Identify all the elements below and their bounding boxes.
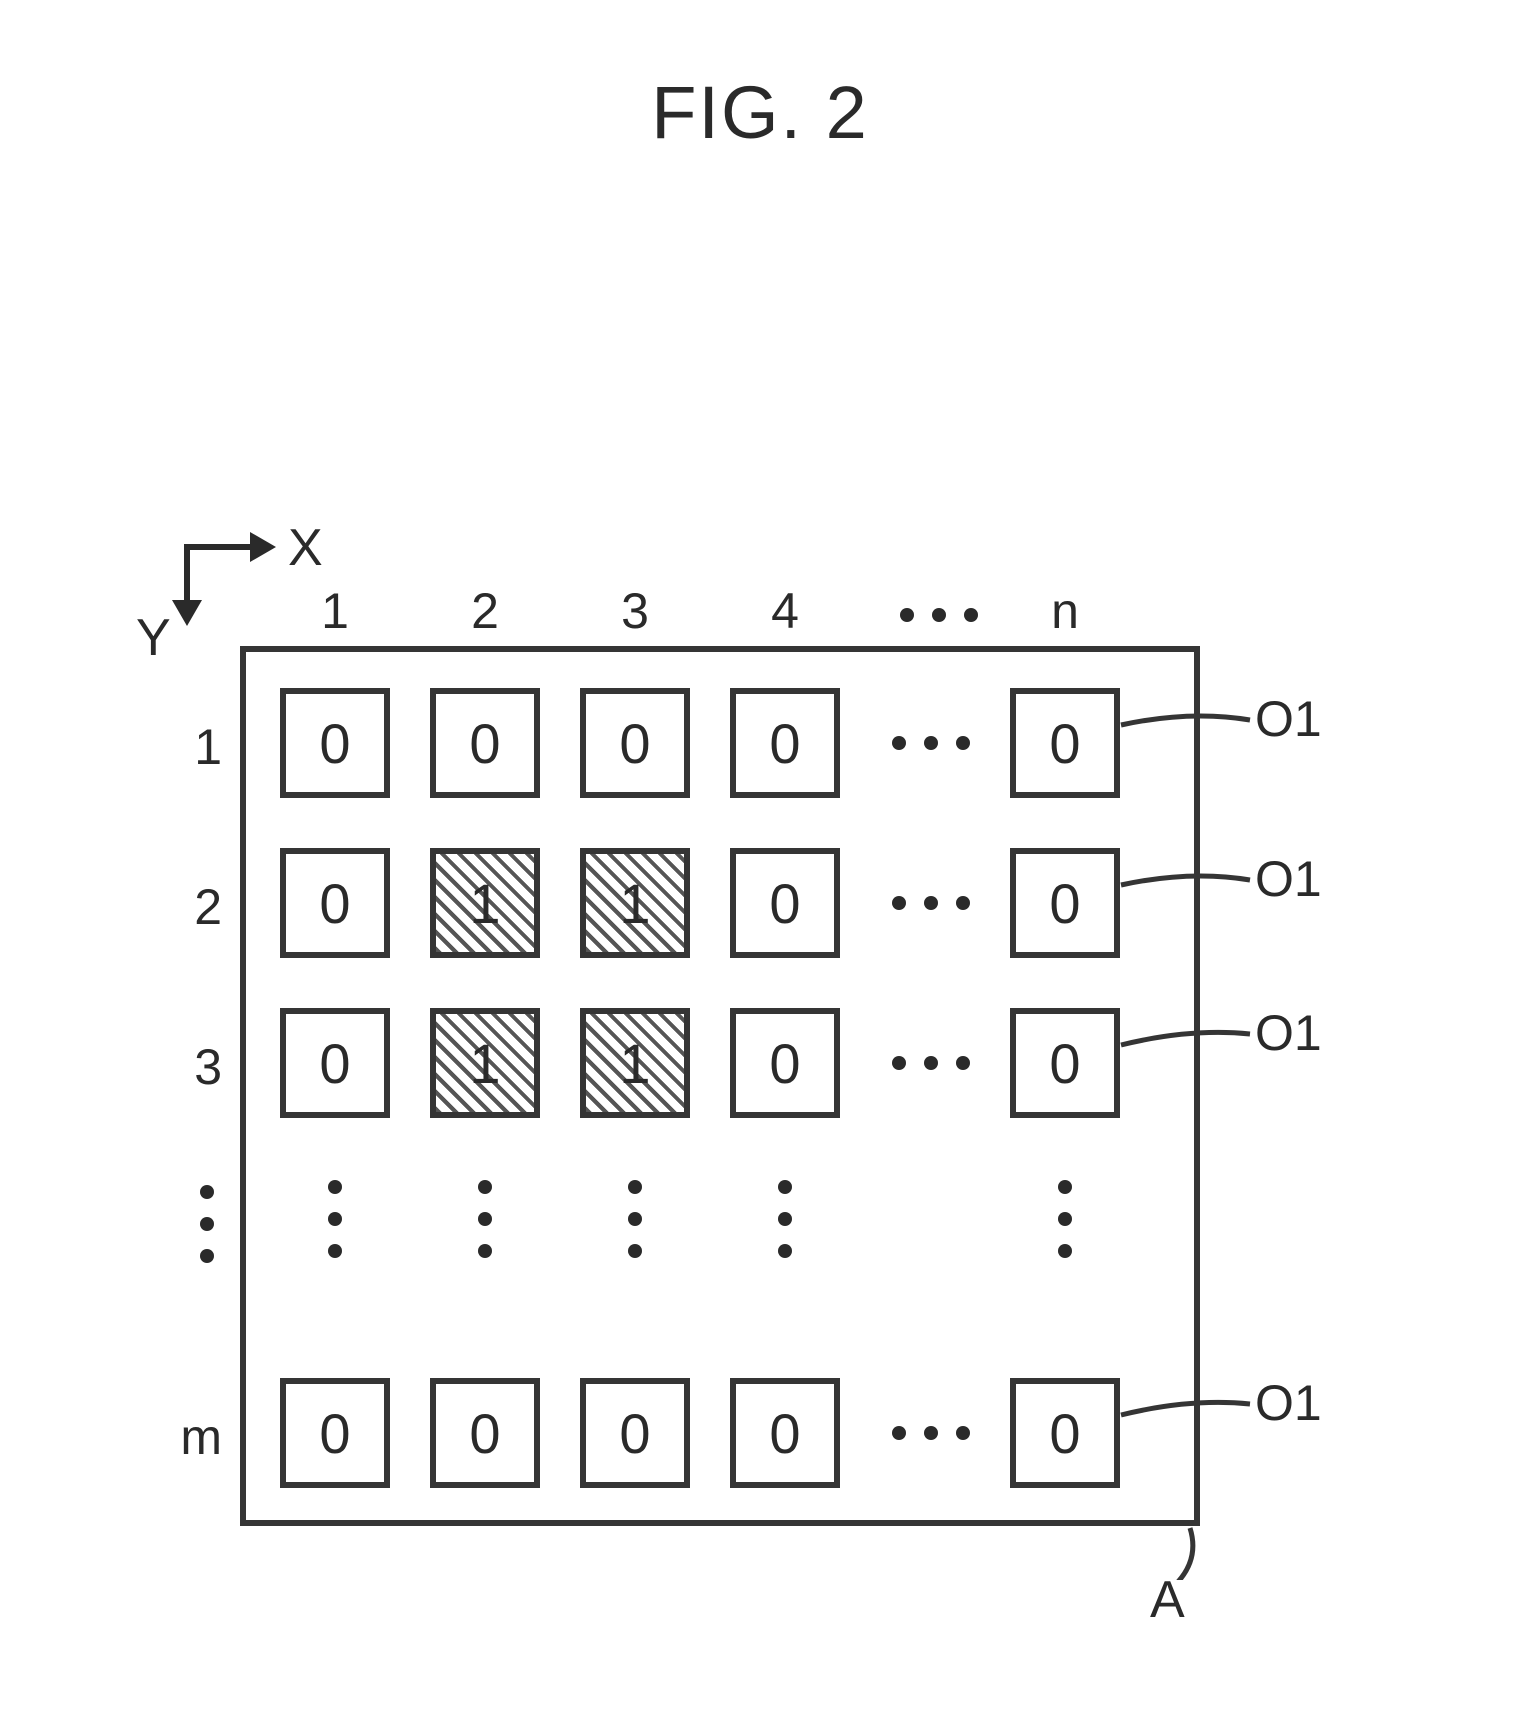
callout-o1-row2: O1 [1255,850,1322,908]
col-header-1: 1 [285,582,385,640]
col-header-4: 4 [735,582,835,640]
cell-rmc3: 0 [580,1378,690,1488]
dots-r3 [892,1056,970,1070]
cell-r1c3: 0 [580,688,690,798]
cell-r1cn: 0 [1010,688,1120,798]
row-header-1: 1 [162,718,222,776]
dots-rm [892,1426,970,1440]
callout-o1-rowm: O1 [1255,1374,1322,1432]
cell-r2c3: 1 [580,848,690,958]
cell-r3cn: 0 [1010,1008,1120,1118]
cell-rmcn: 0 [1010,1378,1120,1488]
callout-o1-row1: O1 [1255,690,1322,748]
col-header-2: 2 [435,582,535,640]
dots-c3 [628,1180,642,1258]
cell-r3c2: 1 [430,1008,540,1118]
y-axis-line [184,544,190,604]
cell-r3c1: 0 [280,1008,390,1118]
col-header-n: n [1015,582,1115,640]
dots-c4 [778,1180,792,1258]
col-header-dots [900,608,978,622]
dots-c1 [328,1180,342,1258]
cell-rmc1: 0 [280,1378,390,1488]
cell-r2cn: 0 [1010,848,1120,958]
grid-diagram: X Y 1 2 3 4 n 1 2 3 m 0 0 0 0 0 0 1 [170,530,1350,1580]
cell-r1c4: 0 [730,688,840,798]
x-axis-arrowhead [250,532,276,562]
cell-r2c1: 0 [280,848,390,958]
y-axis-label: Y [136,608,171,668]
callout-o1-row3: O1 [1255,1004,1322,1062]
cell-rmc4: 0 [730,1378,840,1488]
col-header-3: 3 [585,582,685,640]
cell-r1c1: 0 [280,688,390,798]
dots-r2 [892,896,970,910]
cell-r2c2: 1 [430,848,540,958]
cell-r3c4: 0 [730,1008,840,1118]
x-axis-line [184,544,254,550]
dots-cn [1058,1180,1072,1258]
cell-r1c2: 0 [430,688,540,798]
row-header-dots [200,1185,214,1263]
row-header-2: 2 [162,878,222,936]
row-header-m: m [162,1408,222,1466]
page: FIG. 2 X Y 1 2 3 4 n 1 2 3 m 0 0 [0,0,1520,1711]
y-axis-arrowhead [172,600,202,626]
cell-r2c4: 0 [730,848,840,958]
cell-rmc2: 0 [430,1378,540,1488]
dots-c2 [478,1180,492,1258]
x-axis-label: X [288,518,323,578]
dots-r1 [892,736,970,750]
figure-title: FIG. 2 [0,70,1520,155]
corner-label-a: A [1150,1570,1185,1630]
row-header-3: 3 [162,1038,222,1096]
cell-r3c3: 1 [580,1008,690,1118]
